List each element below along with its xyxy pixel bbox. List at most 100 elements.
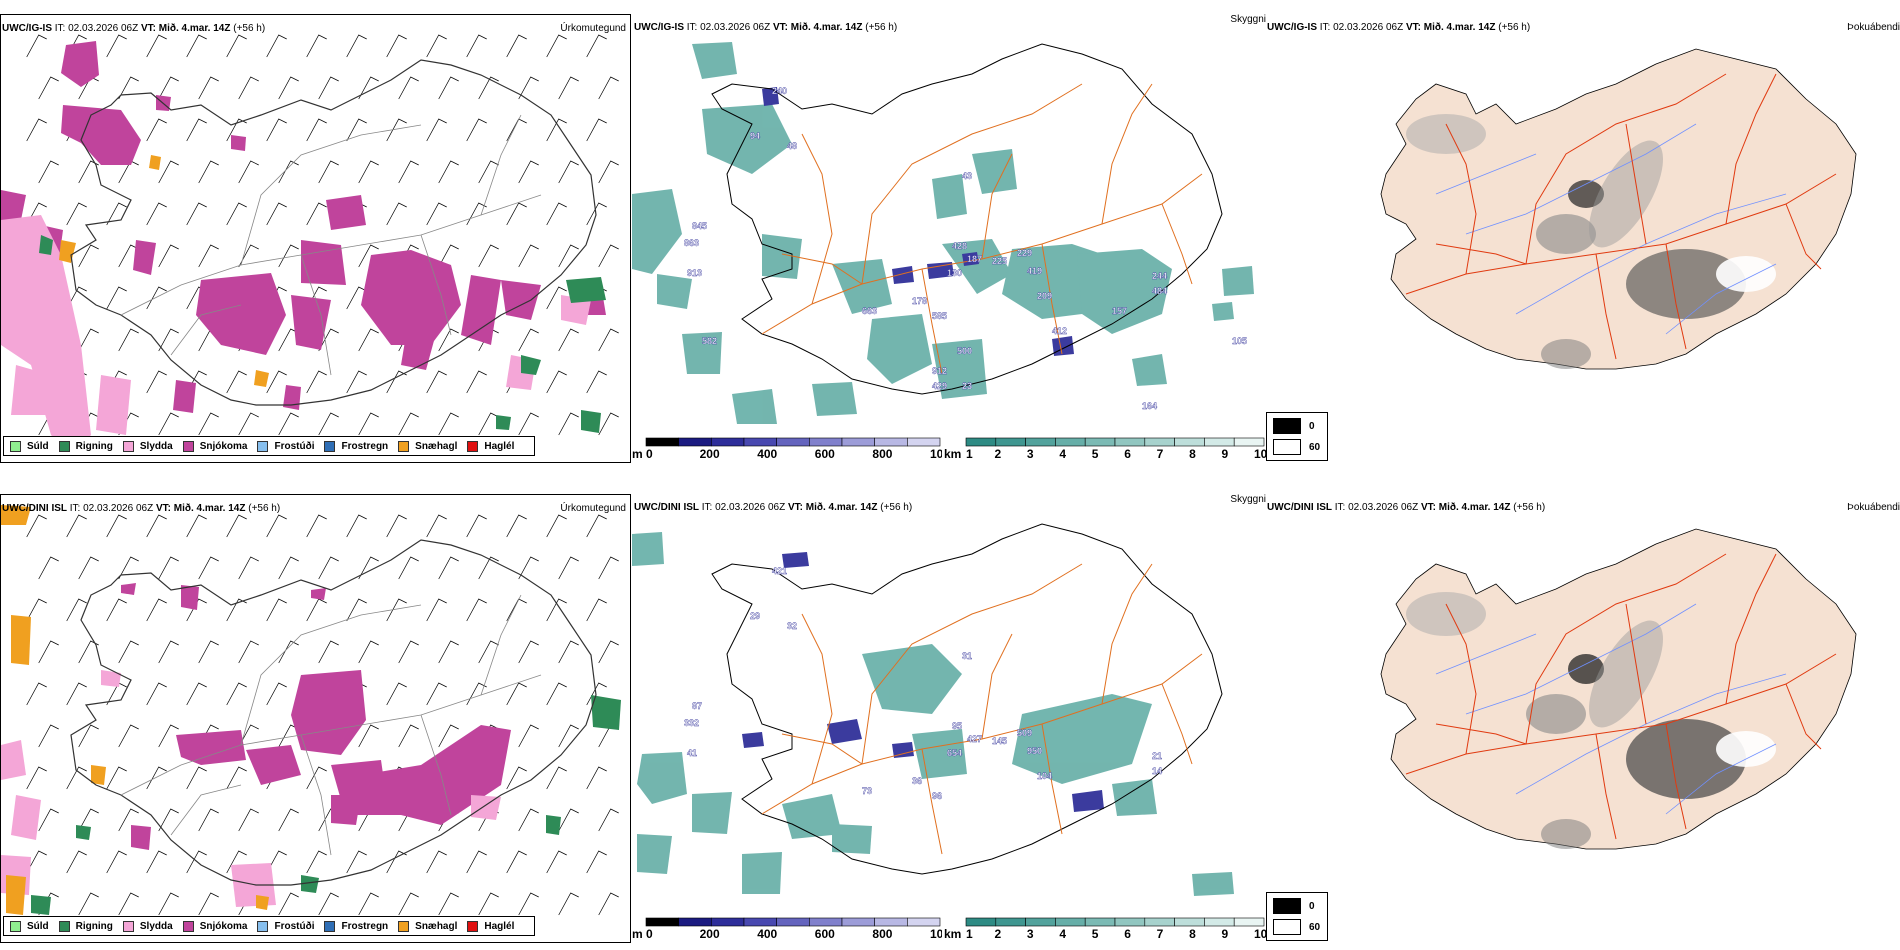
visibility-colorbar: km 1 2 3 4 5 6 7 8 9 10 [944,437,1266,461]
wind-barb [266,598,287,622]
legend-item: Frostúði [257,920,314,932]
wind-barb [146,766,167,790]
iceland-coastline [711,43,1223,395]
legend-item: Rigning [58,920,113,932]
colorbar-tick: 400 [757,927,777,941]
cloud-base-label: 36 [912,776,922,786]
wind-barb [478,412,499,436]
legend-label: Rigning [75,440,113,452]
lead-time: (+56 h) [248,503,281,514]
wind-barb [466,118,487,142]
legend-item: Frostregn [324,920,388,932]
wind-barb [186,850,207,874]
wind-barb [226,682,247,706]
wind-barb [146,286,167,310]
fog-panel-title: Þokuábendi [1847,22,1900,33]
row-2: Úrkomutegund UWC/DINI ISL IT: 02.03.2026… [0,480,1900,950]
wind-barb [78,808,99,832]
cloud-base-label: 31 [962,651,972,661]
wind-barb [478,76,499,100]
legend-label: Haglél [484,440,515,452]
it-label: IT: [1319,22,1331,33]
wind-barb [278,412,299,436]
wind-barb [586,202,607,226]
colorbar-tick: 9 [1222,447,1229,461]
wind-barb [558,412,579,436]
wind-barb [438,724,459,748]
wind-barb [546,370,567,394]
wind-barb [118,556,139,580]
colorbar-segment [1174,917,1205,927]
it-value: 02.03.2026 06Z [1348,502,1419,513]
ptype-legend: Súld Rigning Slydda Snjókoma Frostúði Frostre… [3,916,535,936]
fog-panel-1: Þokuábendi UWC/IG-IS IT: 02.03.2026 06Z … [1266,14,1900,463]
colorbar-tick: 5 [1092,447,1099,461]
wind-barb [158,76,179,100]
wind-barb [438,160,459,184]
wind-barb [558,556,579,580]
wind-barb [158,160,179,184]
wind-barb [598,244,619,268]
visibility-areas [632,42,1254,424]
wind-barb [346,286,367,310]
wind-barb [518,724,539,748]
wind-barb [26,598,47,622]
iceland-roads [120,594,542,856]
wind-barb [598,640,619,664]
wind-barb [266,370,287,394]
wind-barb [466,370,487,394]
wind-barb [546,766,567,790]
colorbar-tick: 0 [646,447,653,461]
wind-barb [598,328,619,352]
legend-swatch [122,440,134,452]
colorbar-segment [995,917,1026,927]
row-1-header-3: UWC/IG-IS IT: 02.03.2026 06Z VT: Mið. 4.… [1267,22,1530,33]
cloud-base-label: 913 [687,268,702,278]
wind-barb [426,370,447,394]
iceland-roads [761,563,1203,855]
colorbar-unit: km [944,927,961,941]
colorbar-segment [1233,437,1265,447]
precip-rain-area [31,695,621,915]
colorbar-tick: 6 [1124,447,1131,461]
wind-barb [238,160,259,184]
legend-swatch [58,920,70,932]
wind-barb [186,682,207,706]
wind-barb [186,34,207,58]
fog-legend-value: 0 [1309,420,1315,432]
legend-item: Snæhagl [398,440,457,452]
legend-item: Rigning [58,440,113,452]
wind-barb [358,160,379,184]
wind-barb [146,514,167,538]
wind-barb [106,202,127,226]
wind-barb [358,412,379,436]
visibility-panel-1: 240 94 48 43 845 863 913 428 187 225 229 419 130 209 1… [632,14,1266,463]
colorbar-tick: 5 [1092,927,1099,941]
wind-barb [158,808,179,832]
wind-barb [438,244,459,268]
wind-barb [318,892,339,916]
legend-label: Snjókoma [199,920,248,932]
row-2-header-2: UWC/DINI ISL IT: 02.03.2026 06Z VT: Mið.… [634,502,912,513]
wind-barb [398,76,419,100]
wind-barb [546,682,567,706]
ptype-legend: Súld Rigning Slydda Snjókoma Frostúði Frostre… [3,436,535,456]
colorbar-segment [1055,917,1086,927]
wind-barb [466,514,487,538]
legend-label: Snæhagl [415,920,458,932]
fog-panel-title: Þokuábendi [1847,502,1900,513]
cloud-base-label: 240 [772,86,787,96]
wind-barb [318,412,339,436]
colorbar-segment [1144,437,1175,447]
wind-barb [586,682,607,706]
colorbar-segment [874,917,908,927]
vt-label: VT: [1405,22,1421,33]
wind-barb [26,118,47,142]
wind-barb [438,76,459,100]
wind-barb [518,808,539,832]
wind-barb [226,514,247,538]
precip-type-map-2 [1,505,621,916]
cloud-base-label: 23 [962,381,972,391]
cloud-base-label: 14 [1152,766,1162,776]
vt-value: Mið. 4.mar. 14Z [173,503,246,514]
